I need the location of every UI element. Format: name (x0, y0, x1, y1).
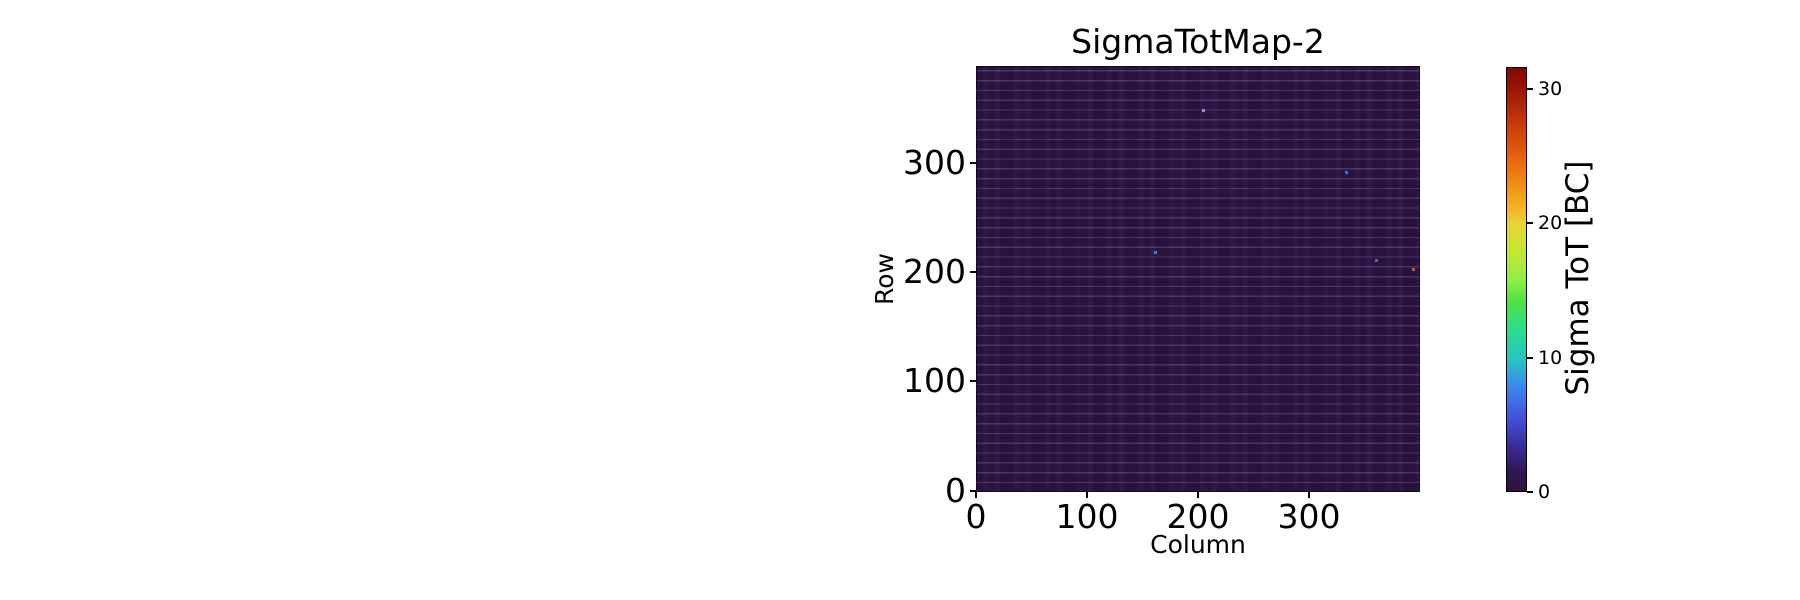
x-tick-mark (1197, 492, 1199, 498)
y-tick-mark (970, 161, 976, 164)
chart-title: SigmaTotMap-2 (1071, 22, 1325, 61)
x-tick-label: 0 (965, 497, 987, 536)
colorbar-label: Sigma ToT [BC] (1560, 160, 1596, 396)
colorbar-tick-label: 20 (1538, 212, 1563, 234)
y-tick-label: 100 (903, 361, 966, 401)
colorbar-tick-mark (1527, 491, 1533, 493)
heatmap-hot-pixel (1202, 108, 1206, 112)
y-tick-label: 300 (903, 142, 966, 182)
x-tick-label: 300 (1277, 497, 1341, 536)
y-tick-mark (970, 380, 976, 383)
x-tick-mark (1086, 492, 1088, 498)
y-tick-label: 200 (903, 251, 966, 291)
heatmap-hot-pixel (1154, 250, 1158, 254)
heatmap-hot-pixel (1345, 170, 1349, 174)
x-tick-label: 100 (1055, 497, 1119, 536)
x-tick-label: 200 (1166, 497, 1230, 536)
colorbar-tick-mark (1527, 356, 1533, 359)
y-tick-label: 0 (945, 470, 966, 510)
y-tick-mark (970, 489, 976, 492)
y-axis-label: Row (870, 253, 899, 305)
heatmap-hot-pixel (1411, 268, 1415, 272)
colorbar-tick-label: 0 (1538, 481, 1551, 503)
x-axis-label: Column (1150, 530, 1246, 559)
colorbar-tick-label: 30 (1538, 77, 1563, 100)
colorbar-gradient (1506, 67, 1527, 492)
heatmap-plot-area (976, 66, 1420, 492)
colorbar-tick-mark (1527, 222, 1533, 224)
colorbar-tick-mark (1527, 87, 1533, 90)
heatmap-hot-pixel (1375, 259, 1379, 263)
x-tick-mark (1308, 492, 1310, 498)
colorbar-tick-label: 10 (1538, 346, 1563, 369)
x-tick-mark (975, 492, 977, 498)
y-tick-mark (970, 270, 976, 273)
